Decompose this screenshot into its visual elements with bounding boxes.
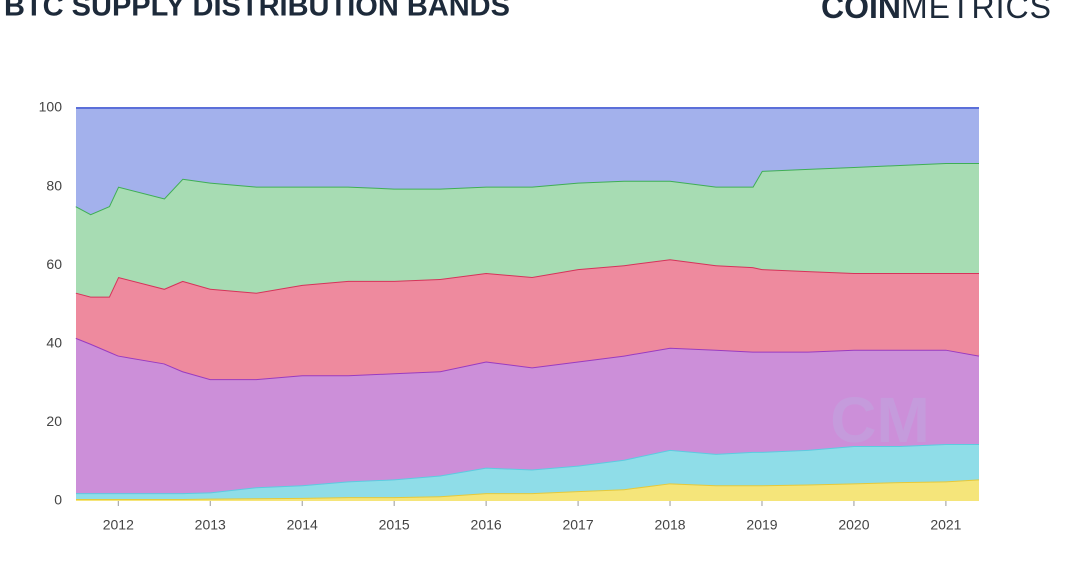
x-tick-label: 2013 xyxy=(195,517,226,533)
watermark: CM xyxy=(830,384,930,456)
chart-title: BTC SUPPLY DISTRIBUTION BANDS xyxy=(4,0,510,23)
x-tick-label: 2015 xyxy=(379,517,410,533)
y-tick-label: 40 xyxy=(46,335,62,351)
x-tick-label: 2014 xyxy=(287,517,318,533)
area-band xyxy=(76,444,979,500)
area-band xyxy=(76,163,979,297)
area-band xyxy=(76,108,979,215)
logo-bold: COIN xyxy=(821,0,901,25)
area-band xyxy=(76,259,979,380)
logo: COINMETRICS xyxy=(821,0,1052,25)
x-tick-label: 2019 xyxy=(746,517,777,533)
x-tick-label: 2017 xyxy=(562,517,593,533)
x-tick-label: 2012 xyxy=(103,517,134,533)
y-tick-label: 80 xyxy=(46,177,62,193)
logo-light: METRICS xyxy=(901,0,1052,25)
plot-area: 0 20 40 60 80 100 2012 2013 2014 2015 2016 2017 2018… xyxy=(39,99,980,533)
x-tick-label: 2020 xyxy=(838,517,869,533)
area-band xyxy=(76,479,979,501)
y-tick-label: 0 xyxy=(54,492,62,508)
y-tick-label: 60 xyxy=(46,256,62,272)
y-tick-label: 20 xyxy=(46,413,62,429)
x-tick-label: 2016 xyxy=(471,517,502,533)
y-tick-label: 100 xyxy=(39,99,63,115)
x-tick-label: 2021 xyxy=(930,517,961,533)
x-tick-label: 2018 xyxy=(654,517,685,533)
area-band xyxy=(76,337,979,494)
